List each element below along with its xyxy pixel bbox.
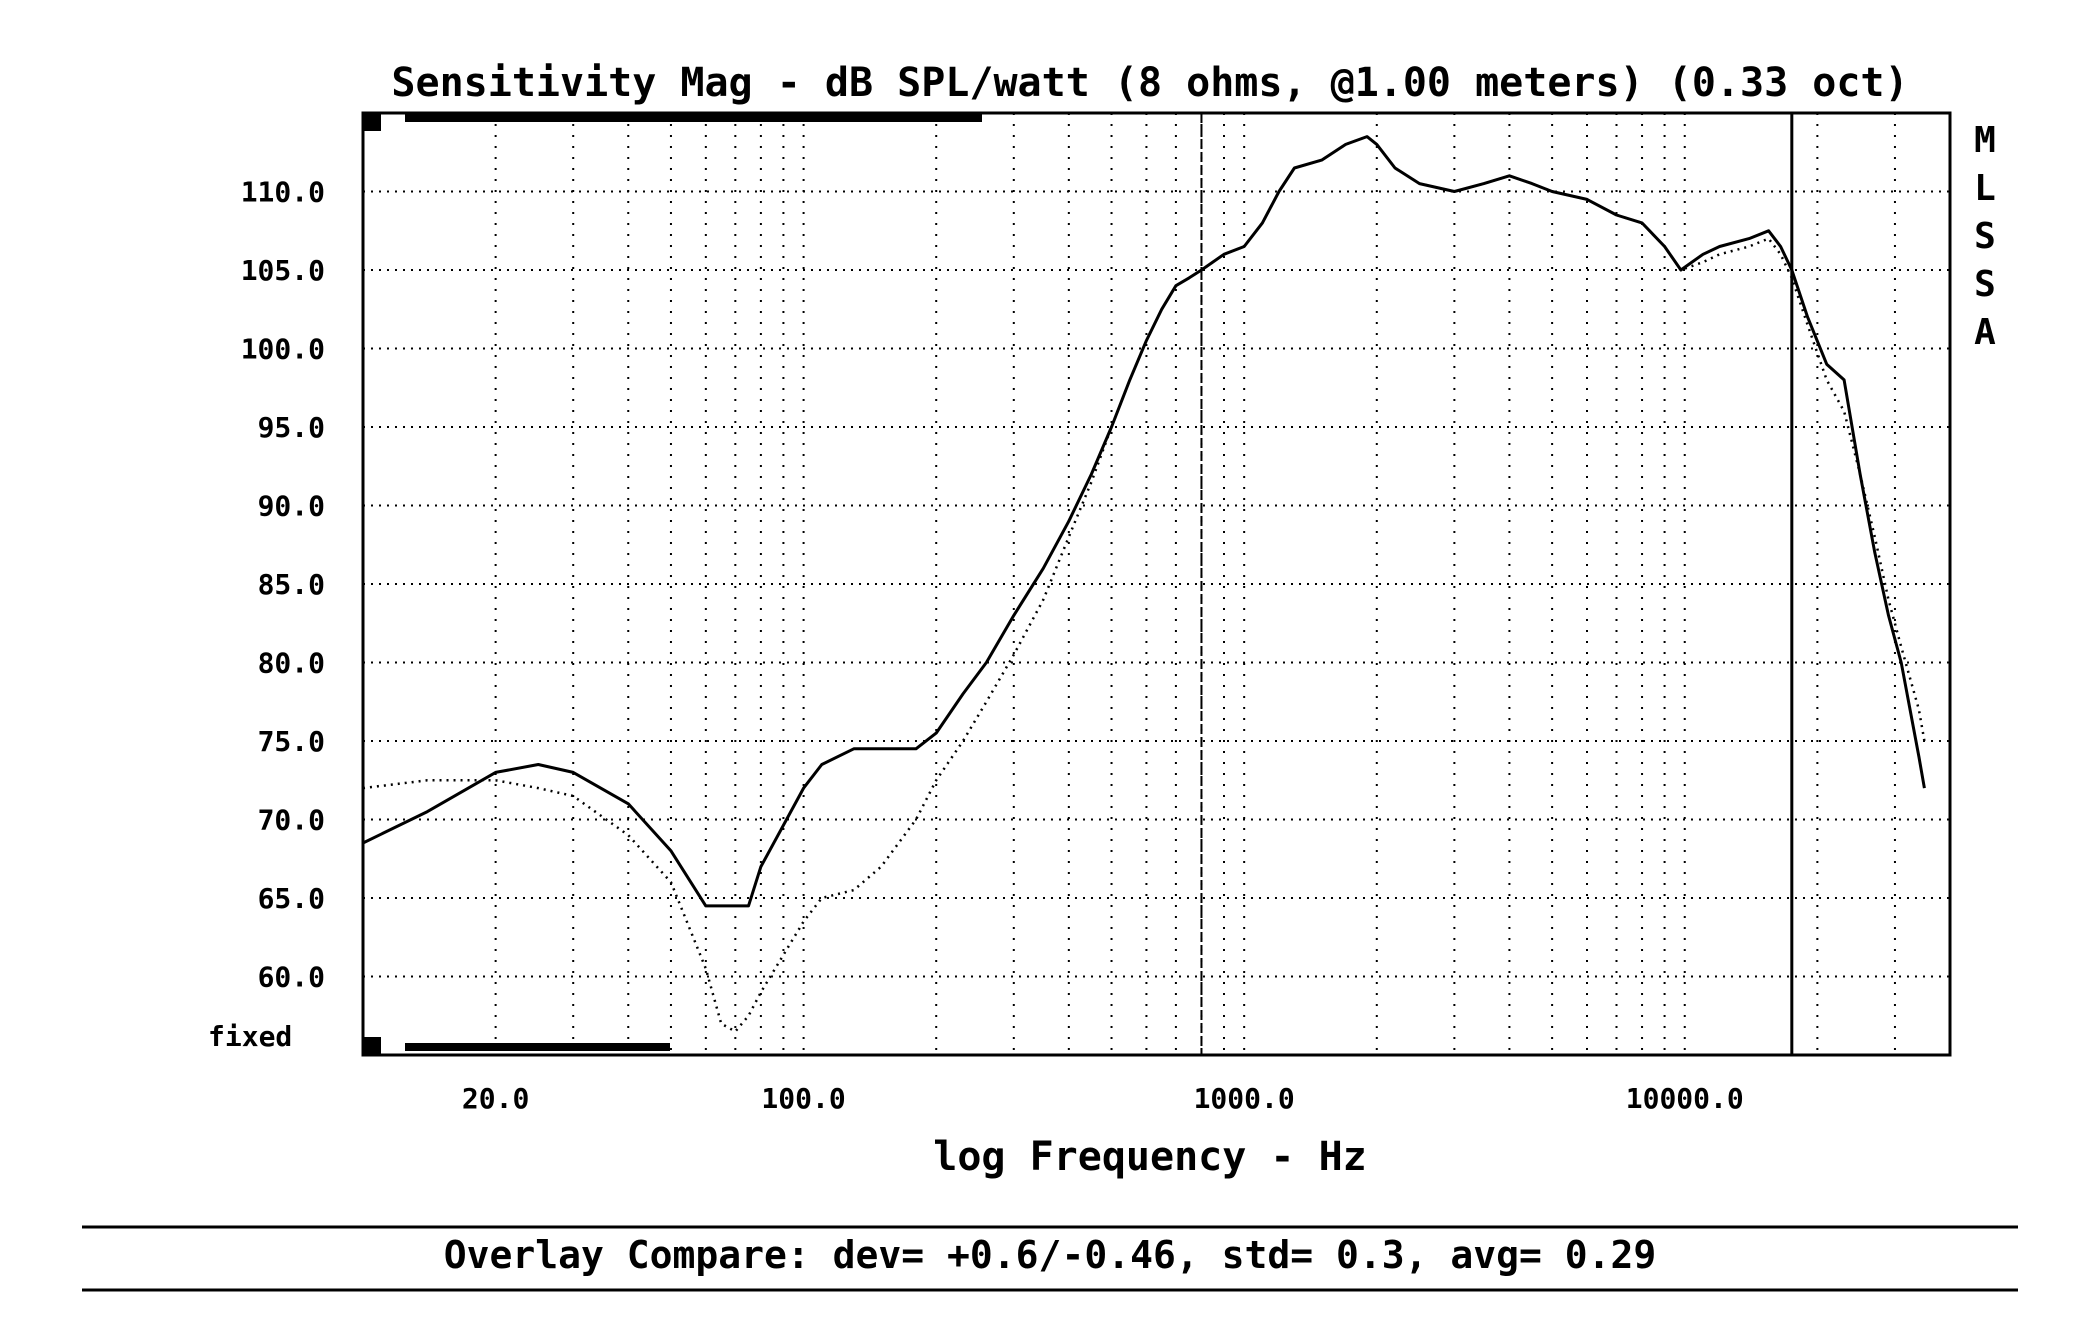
bottom-scroll-handle[interactable] xyxy=(363,1037,381,1055)
y-tick-label: 105.0 xyxy=(241,254,325,287)
y-tick-label: 65.0 xyxy=(258,882,325,915)
y-tick-label: 110.0 xyxy=(241,176,325,209)
side-label-letter: S xyxy=(1974,264,1996,305)
y-tick-label: 80.0 xyxy=(258,647,325,680)
overlay-compare-text: Overlay Compare: dev= +0.6/-0.46, std= 0… xyxy=(444,1233,1657,1277)
overlay-curve-dotted xyxy=(362,135,1926,1033)
side-label-letter: A xyxy=(1974,312,1996,353)
x-tick-labels: 20.0 100.0 1000.0 10000.0 xyxy=(462,1082,1744,1115)
chart-title: Sensitivity Mag - dB SPL/watt (8 ohms, @… xyxy=(391,60,1908,106)
y-tick-label: 90.0 xyxy=(258,490,325,523)
measured-curve-solid xyxy=(362,135,1926,908)
data-series xyxy=(362,135,1926,1033)
y-tick-label: 85.0 xyxy=(258,568,325,601)
top-range-bar[interactable] xyxy=(405,114,982,122)
x-tick-label: 20.0 xyxy=(462,1082,529,1115)
side-label-letter: L xyxy=(1974,168,1996,209)
grid-lines xyxy=(363,113,1950,1055)
top-scroll-handle[interactable] xyxy=(363,113,381,131)
y-tick-label: 60.0 xyxy=(258,961,325,994)
x-tick-label: 10000.0 xyxy=(1626,1082,1744,1115)
side-label-letter: S xyxy=(1974,216,1996,257)
bottom-range-bar[interactable] xyxy=(405,1043,670,1051)
x-tick-label: 1000.0 xyxy=(1194,1082,1295,1115)
x-tick-label: 100.0 xyxy=(761,1082,845,1115)
y-tick-label: 70.0 xyxy=(258,804,325,837)
y-tick-label: 95.0 xyxy=(258,411,325,444)
y-tick-label: 75.0 xyxy=(258,725,325,758)
y-tick-labels: 60.0 65.0 70.0 75.0 80.0 85.0 90.0 95.0 100.0 105… xyxy=(241,176,325,994)
x-axis-label: log Frequency - Hz xyxy=(933,1134,1366,1180)
scale-mode-label: fixed xyxy=(208,1020,292,1053)
y-tick-label: 100.0 xyxy=(241,333,325,366)
side-label-letter: M xyxy=(1974,120,1996,161)
